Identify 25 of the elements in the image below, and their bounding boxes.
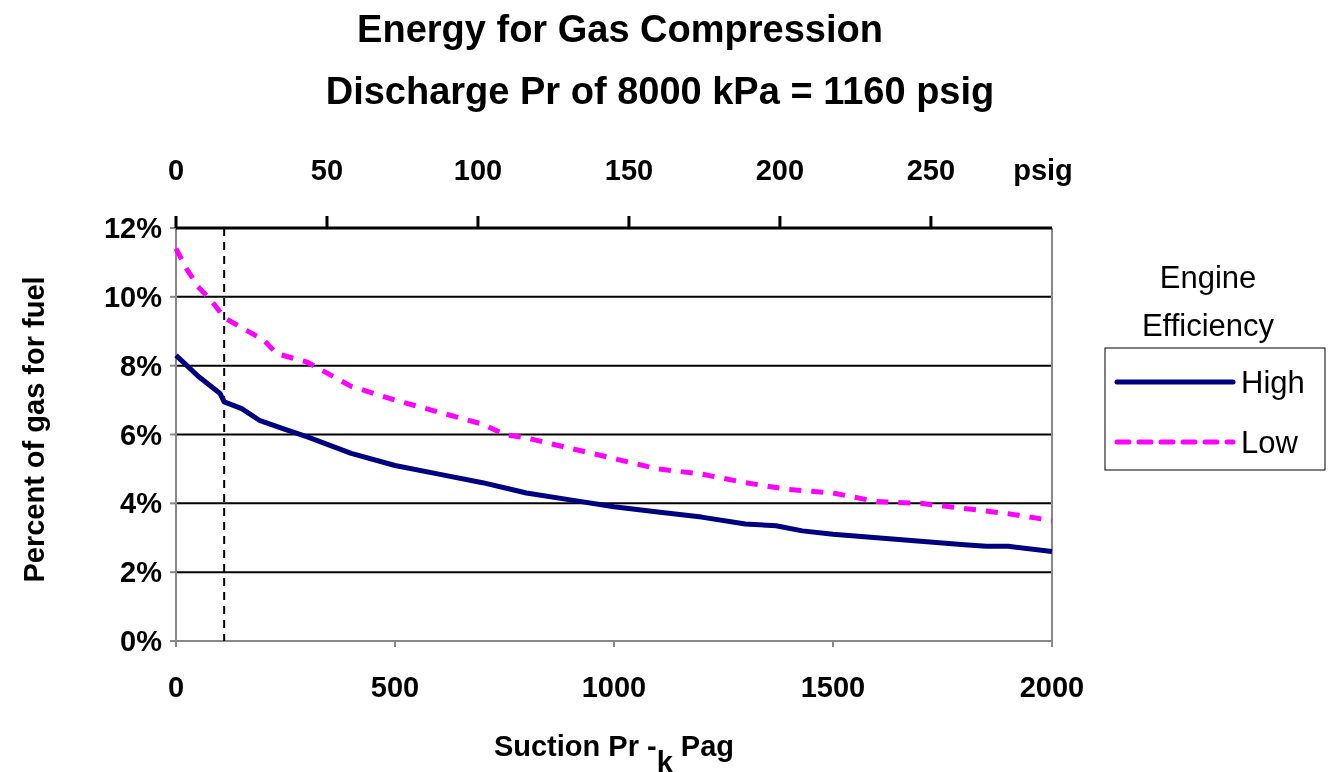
y-axis-title: Percent of gas for fuel xyxy=(18,276,50,583)
chart-subtitle: Discharge Pr of 8000 kPa = 1160 psig xyxy=(325,70,995,112)
x-tick-label: 2000 xyxy=(1019,671,1085,703)
x-tick-label: 1500 xyxy=(800,671,866,703)
x-tick-label: 0 xyxy=(167,671,185,703)
y-tick-label: 4% xyxy=(120,487,163,520)
x-tick-label: 1000 xyxy=(581,671,647,703)
y-tick-label: 8% xyxy=(120,349,163,382)
legend-title: Engine Efficiency xyxy=(1141,260,1275,343)
x2-tick-label: 0 xyxy=(167,154,185,186)
y-tick-label: 12% xyxy=(103,212,163,245)
x2-tick-label: 250 xyxy=(906,154,956,186)
chart-title: Energy for Gas Compression xyxy=(357,8,883,50)
y-tick-label: 10% xyxy=(103,280,163,313)
x2-axis-title: psig xyxy=(1013,154,1073,186)
x-tick-label: 500 xyxy=(370,671,420,703)
x2-tick-label: 200 xyxy=(755,154,805,186)
x2-tick-label: 50 xyxy=(310,154,344,186)
y-tick-label: 2% xyxy=(120,556,163,589)
x2-tick-label: 150 xyxy=(604,154,654,186)
y-tick-label: 0% xyxy=(120,625,163,658)
legend-label: High xyxy=(1241,364,1305,400)
y-tick-label: 6% xyxy=(120,418,163,451)
x2-tick-label: 100 xyxy=(453,154,503,186)
legend-label: Low xyxy=(1241,424,1299,460)
